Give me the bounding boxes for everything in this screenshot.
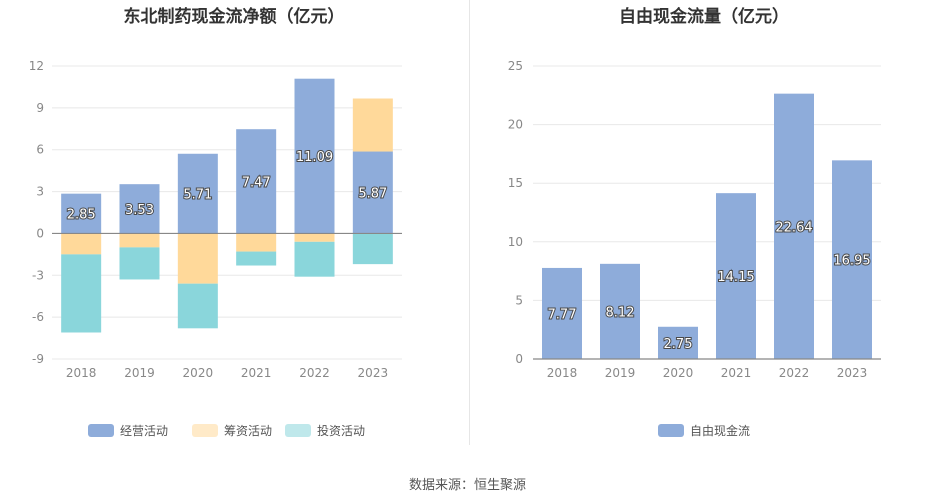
y-tick-label: 15: [508, 176, 523, 190]
data-label: 22.64: [775, 220, 812, 235]
bar: [294, 233, 335, 242]
bar: [61, 233, 102, 255]
bar: [61, 254, 102, 333]
bar: [352, 233, 393, 265]
free-cash-flow-chart: 自由现金流量（亿元） 25 20 15 10 5 0 7.77 2018 8.12 2019 2.75…: [508, 6, 881, 438]
x-tick-label: 2021: [721, 366, 752, 380]
y-tick-label: 20: [508, 118, 523, 132]
x-tick-label: 2018: [66, 366, 97, 380]
legend-label: 投资活动: [317, 423, 365, 438]
chart-divider: [469, 0, 470, 445]
y-tick-label: 0: [36, 226, 44, 240]
y-tick-label: -9: [32, 352, 44, 366]
chart-title: 东北制药现金流净额（亿元）: [124, 6, 345, 27]
data-label: 2.75: [664, 337, 693, 352]
bar: [236, 129, 277, 234]
bar: [774, 93, 814, 359]
x-tick-label: 2020: [183, 366, 214, 380]
legend-swatch: [88, 424, 114, 437]
x-tick-label: 2020: [663, 366, 694, 380]
data-label: 14.15: [717, 270, 754, 285]
data-label: 7.77: [548, 307, 577, 322]
bar: [832, 160, 872, 359]
x-tick-label: 2021: [241, 366, 272, 380]
x-tick-label: 2019: [124, 366, 155, 380]
y-tick-label: 25: [508, 59, 523, 73]
y-tick-label: 5: [515, 293, 523, 307]
bar: [177, 153, 218, 234]
x-tick-label: 2022: [299, 366, 330, 380]
bar: [236, 251, 277, 266]
y-tick-label: -3: [32, 268, 44, 282]
data-label: 7.47: [242, 175, 271, 190]
y-tick-label: 9: [36, 101, 44, 115]
bar: [177, 233, 218, 284]
data-label: 3.53: [125, 203, 154, 218]
legend-label: 经营活动: [120, 424, 168, 438]
legend-swatch: [658, 424, 684, 437]
legend-swatch: [192, 424, 218, 437]
bar: [658, 326, 698, 359]
data-label: 11.09: [296, 150, 333, 165]
y-tick-label: 10: [508, 235, 523, 249]
legend-label: 筹资活动: [224, 424, 272, 438]
bar: [352, 98, 393, 152]
bar: [177, 283, 218, 329]
data-label: 8.12: [606, 305, 635, 320]
bar: [542, 267, 582, 359]
y-tick-label: 12: [29, 59, 44, 73]
y-tick-label: 0: [515, 352, 523, 366]
data-label: 2.85: [67, 208, 96, 223]
bar: [600, 263, 640, 359]
data-source-note: 数据来源：恒生聚源: [408, 478, 526, 493]
x-tick-label: 2023: [358, 366, 389, 380]
x-tick-label: 2018: [547, 366, 578, 380]
y-tick-label: 3: [36, 185, 44, 199]
y-tick-label: -6: [32, 310, 44, 324]
bar: [119, 184, 160, 234]
bar: [236, 233, 277, 252]
bar: [716, 193, 756, 359]
x-tick-label: 2019: [605, 366, 636, 380]
data-label: 16.95: [833, 254, 870, 269]
y-tick-label: 6: [36, 143, 44, 157]
legend-label: 自由现金流: [690, 423, 750, 438]
legend-swatch: [285, 424, 311, 437]
x-tick-label: 2022: [779, 366, 810, 380]
bar: [119, 247, 160, 280]
bar: [294, 241, 335, 277]
x-tick-label: 2023: [837, 366, 868, 380]
bar: [61, 193, 102, 234]
bar: [294, 78, 335, 234]
bar: [352, 151, 393, 234]
bar: [119, 233, 160, 248]
chart-title: 自由现金流量（亿元）: [619, 6, 789, 27]
data-label: 5.87: [358, 186, 387, 201]
data-label: 5.71: [183, 188, 212, 203]
cash-flow-net-chart: 东北制药现金流净额（亿元） 12 9 6 3 0 -3 -6 -9 2.85 2018 3.53 201…: [29, 6, 402, 438]
